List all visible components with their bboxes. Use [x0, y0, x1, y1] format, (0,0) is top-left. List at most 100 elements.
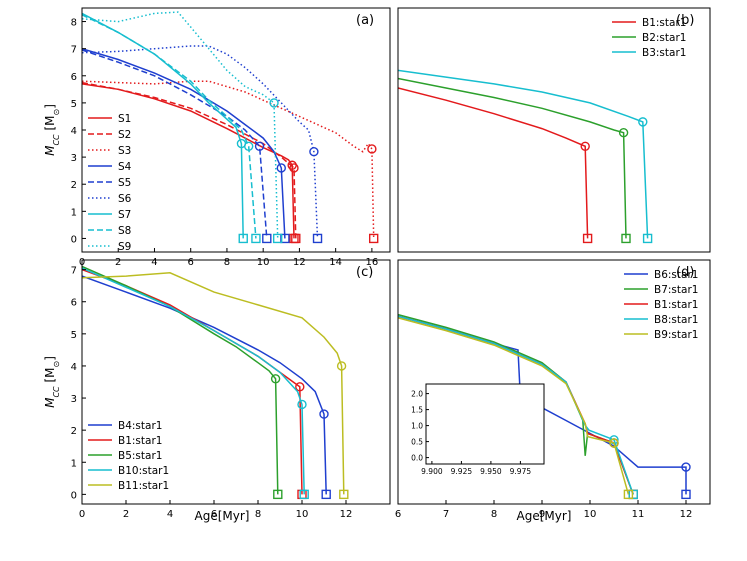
marker-square [238, 233, 248, 244]
marker-square [681, 489, 691, 500]
legend: S1 S2 S3 S4 S5 S6 S7 S8 S9 [88, 113, 132, 253]
x-tick-label: 0 [79, 509, 85, 520]
marker-circle [609, 438, 619, 448]
legend: B6:star1 B7:star1 B1:star1 B8:star1 B9:star1 [624, 269, 698, 341]
legend-label: B11:star1 [118, 480, 169, 492]
series-line-B4:star1 [82, 275, 327, 495]
series-line-B9:star1 [398, 317, 630, 495]
x-tick-label: 14 [329, 257, 342, 268]
legend-label: S2 [118, 129, 131, 141]
marker-circle [309, 146, 319, 157]
legend-label: S4 [118, 161, 132, 173]
marker-circle [319, 409, 329, 419]
x-tick-label: 2 [123, 509, 129, 520]
x-tick-label: 10 [257, 257, 270, 268]
y-tick-label: 2 [71, 180, 77, 191]
y-tick-label: 1 [71, 207, 77, 218]
marker-square [339, 489, 349, 500]
legend-label: B1:star1 [654, 299, 698, 311]
legend-label: B10:star1 [118, 465, 169, 477]
y-tick-label: 4 [71, 362, 77, 373]
series-line-S7 [82, 12, 244, 239]
series-line-S8 [82, 14, 257, 239]
marker-square [628, 489, 638, 500]
x-tick-label: 12 [293, 257, 306, 268]
marker-square [280, 233, 290, 244]
series-line-B3:star1 [398, 69, 649, 239]
marker-square [368, 233, 379, 244]
marker-square [251, 233, 261, 244]
axes-frame [81, 259, 391, 505]
x-tick-label: 7 [443, 509, 449, 520]
series-line-B8:star1 [398, 315, 634, 495]
inset-y-tick-label: 2.0 [411, 390, 423, 399]
legend-label: S9 [118, 241, 131, 253]
marker-circle [367, 144, 377, 154]
panel-2: (b)B1:star1 B2:star1 B3:star1 [397, 7, 711, 253]
x-tick-label: 10 [296, 509, 309, 520]
x-tick-label: 2 [115, 257, 121, 268]
series-group [398, 313, 691, 500]
marker-square [272, 233, 283, 244]
legend-label: B7:star1 [654, 284, 698, 296]
marker-square [621, 233, 631, 244]
inset-y-tick-label: 0.5 [411, 438, 423, 447]
series-line-S5 [82, 49, 268, 239]
legend-label: B5:star1 [118, 450, 162, 462]
marker-circle [618, 128, 629, 138]
legend-label: S3 [118, 145, 131, 157]
marker-circle [580, 141, 590, 151]
y-tick-label: 3 [71, 153, 77, 164]
marker-circle [638, 117, 648, 127]
legend-label: S1 [118, 113, 131, 125]
y-tick-label: 7 [71, 45, 77, 56]
legend-label: B3:star1 [642, 47, 686, 59]
marker-square [642, 233, 653, 244]
x-tick-label: 11 [632, 509, 645, 520]
series-line-B1:star1 [398, 87, 589, 239]
inset-frame [425, 383, 545, 465]
series-line-B1:star1 [82, 268, 303, 495]
legend-label: B8:star1 [654, 314, 698, 326]
inset-y-tick-label: 1.5 [411, 406, 423, 415]
series-line-S3 [82, 80, 375, 239]
inset: 9.900 9.925 9.950 9.975 0.0 0.5 1.0 1.5 2.0 [411, 383, 545, 476]
y-tick-label: 7 [71, 266, 77, 277]
legend-label: B4:star1 [118, 420, 162, 432]
marker-circle [269, 98, 279, 108]
legend-label: S8 [118, 225, 131, 237]
y-tick-label: 1 [71, 458, 77, 469]
series-line-B11:star1 [82, 272, 345, 495]
x-axis-label: Age[Myr] [195, 509, 250, 523]
marker-circle [276, 163, 286, 173]
inset-x-tick-label: 9.950 [480, 467, 502, 476]
marker-circle [297, 399, 307, 410]
series-line-S4 [82, 47, 286, 239]
marker-square [623, 489, 634, 500]
axes-frame [397, 7, 711, 253]
legend-label: B1:star1 [642, 17, 686, 29]
marker-square [273, 489, 283, 500]
legend: B4:star1 B1:star1 B5:star1 B10:star1 B11:sta… [88, 420, 169, 492]
x-tick-label: 6 [188, 257, 194, 268]
inset-x-tick-label: 9.900 [421, 467, 443, 476]
panel-4: 6 7 8 9 10 11 12 (d)B6:star1 B7:star1 B1:star1 B8:… [395, 259, 711, 520]
x-tick-label: 6 [211, 509, 217, 520]
series-group [398, 69, 653, 244]
series-group [82, 265, 349, 500]
y-tick-label: 0 [71, 490, 77, 501]
x-tick-label: 12 [340, 509, 353, 520]
x-tick-label: 8 [491, 509, 497, 520]
x-tick-label: 16 [366, 257, 379, 268]
x-tick-label: 4 [151, 257, 157, 268]
marker-square [262, 233, 272, 244]
marker-circle [287, 160, 297, 170]
legend-label: S5 [118, 177, 131, 189]
y-tick-label: 6 [71, 298, 77, 309]
x-tick-label: 9 [539, 509, 545, 520]
marker-circle [243, 141, 254, 151]
panel-label: (d) [676, 265, 694, 280]
